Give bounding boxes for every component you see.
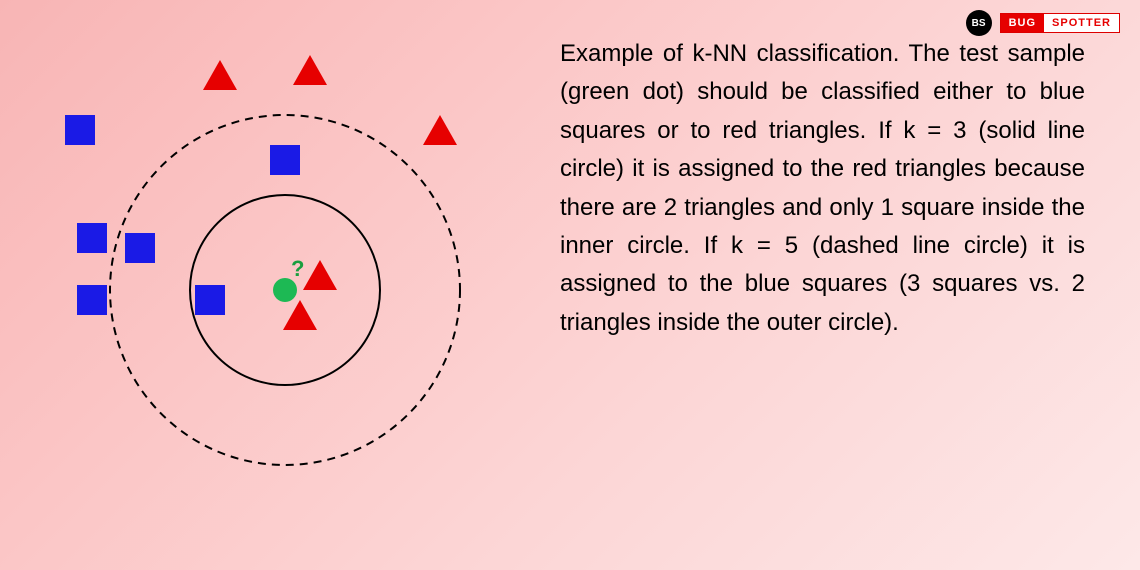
blue-square — [270, 145, 300, 175]
blue-square — [125, 233, 155, 263]
red-triangle — [293, 55, 327, 85]
knn-diagram: ? — [0, 0, 560, 570]
logo-area: BS BUG SPOTTER — [966, 10, 1120, 36]
logo-icon: BS — [966, 10, 992, 36]
logo-bug: BUG — [1001, 14, 1044, 32]
red-triangle — [303, 260, 337, 290]
red-triangle — [283, 300, 317, 330]
logo-spotter: SPOTTER — [1044, 14, 1119, 32]
blue-square — [195, 285, 225, 315]
blue-square — [77, 285, 107, 315]
blue-square — [77, 223, 107, 253]
description-text: Example of k-NN classification. The test… — [560, 35, 1115, 342]
red-triangle — [423, 115, 457, 145]
red-triangle — [203, 60, 237, 90]
blue-square — [65, 115, 95, 145]
logo-text: BUG SPOTTER — [1000, 13, 1120, 33]
question-mark: ? — [291, 256, 304, 282]
